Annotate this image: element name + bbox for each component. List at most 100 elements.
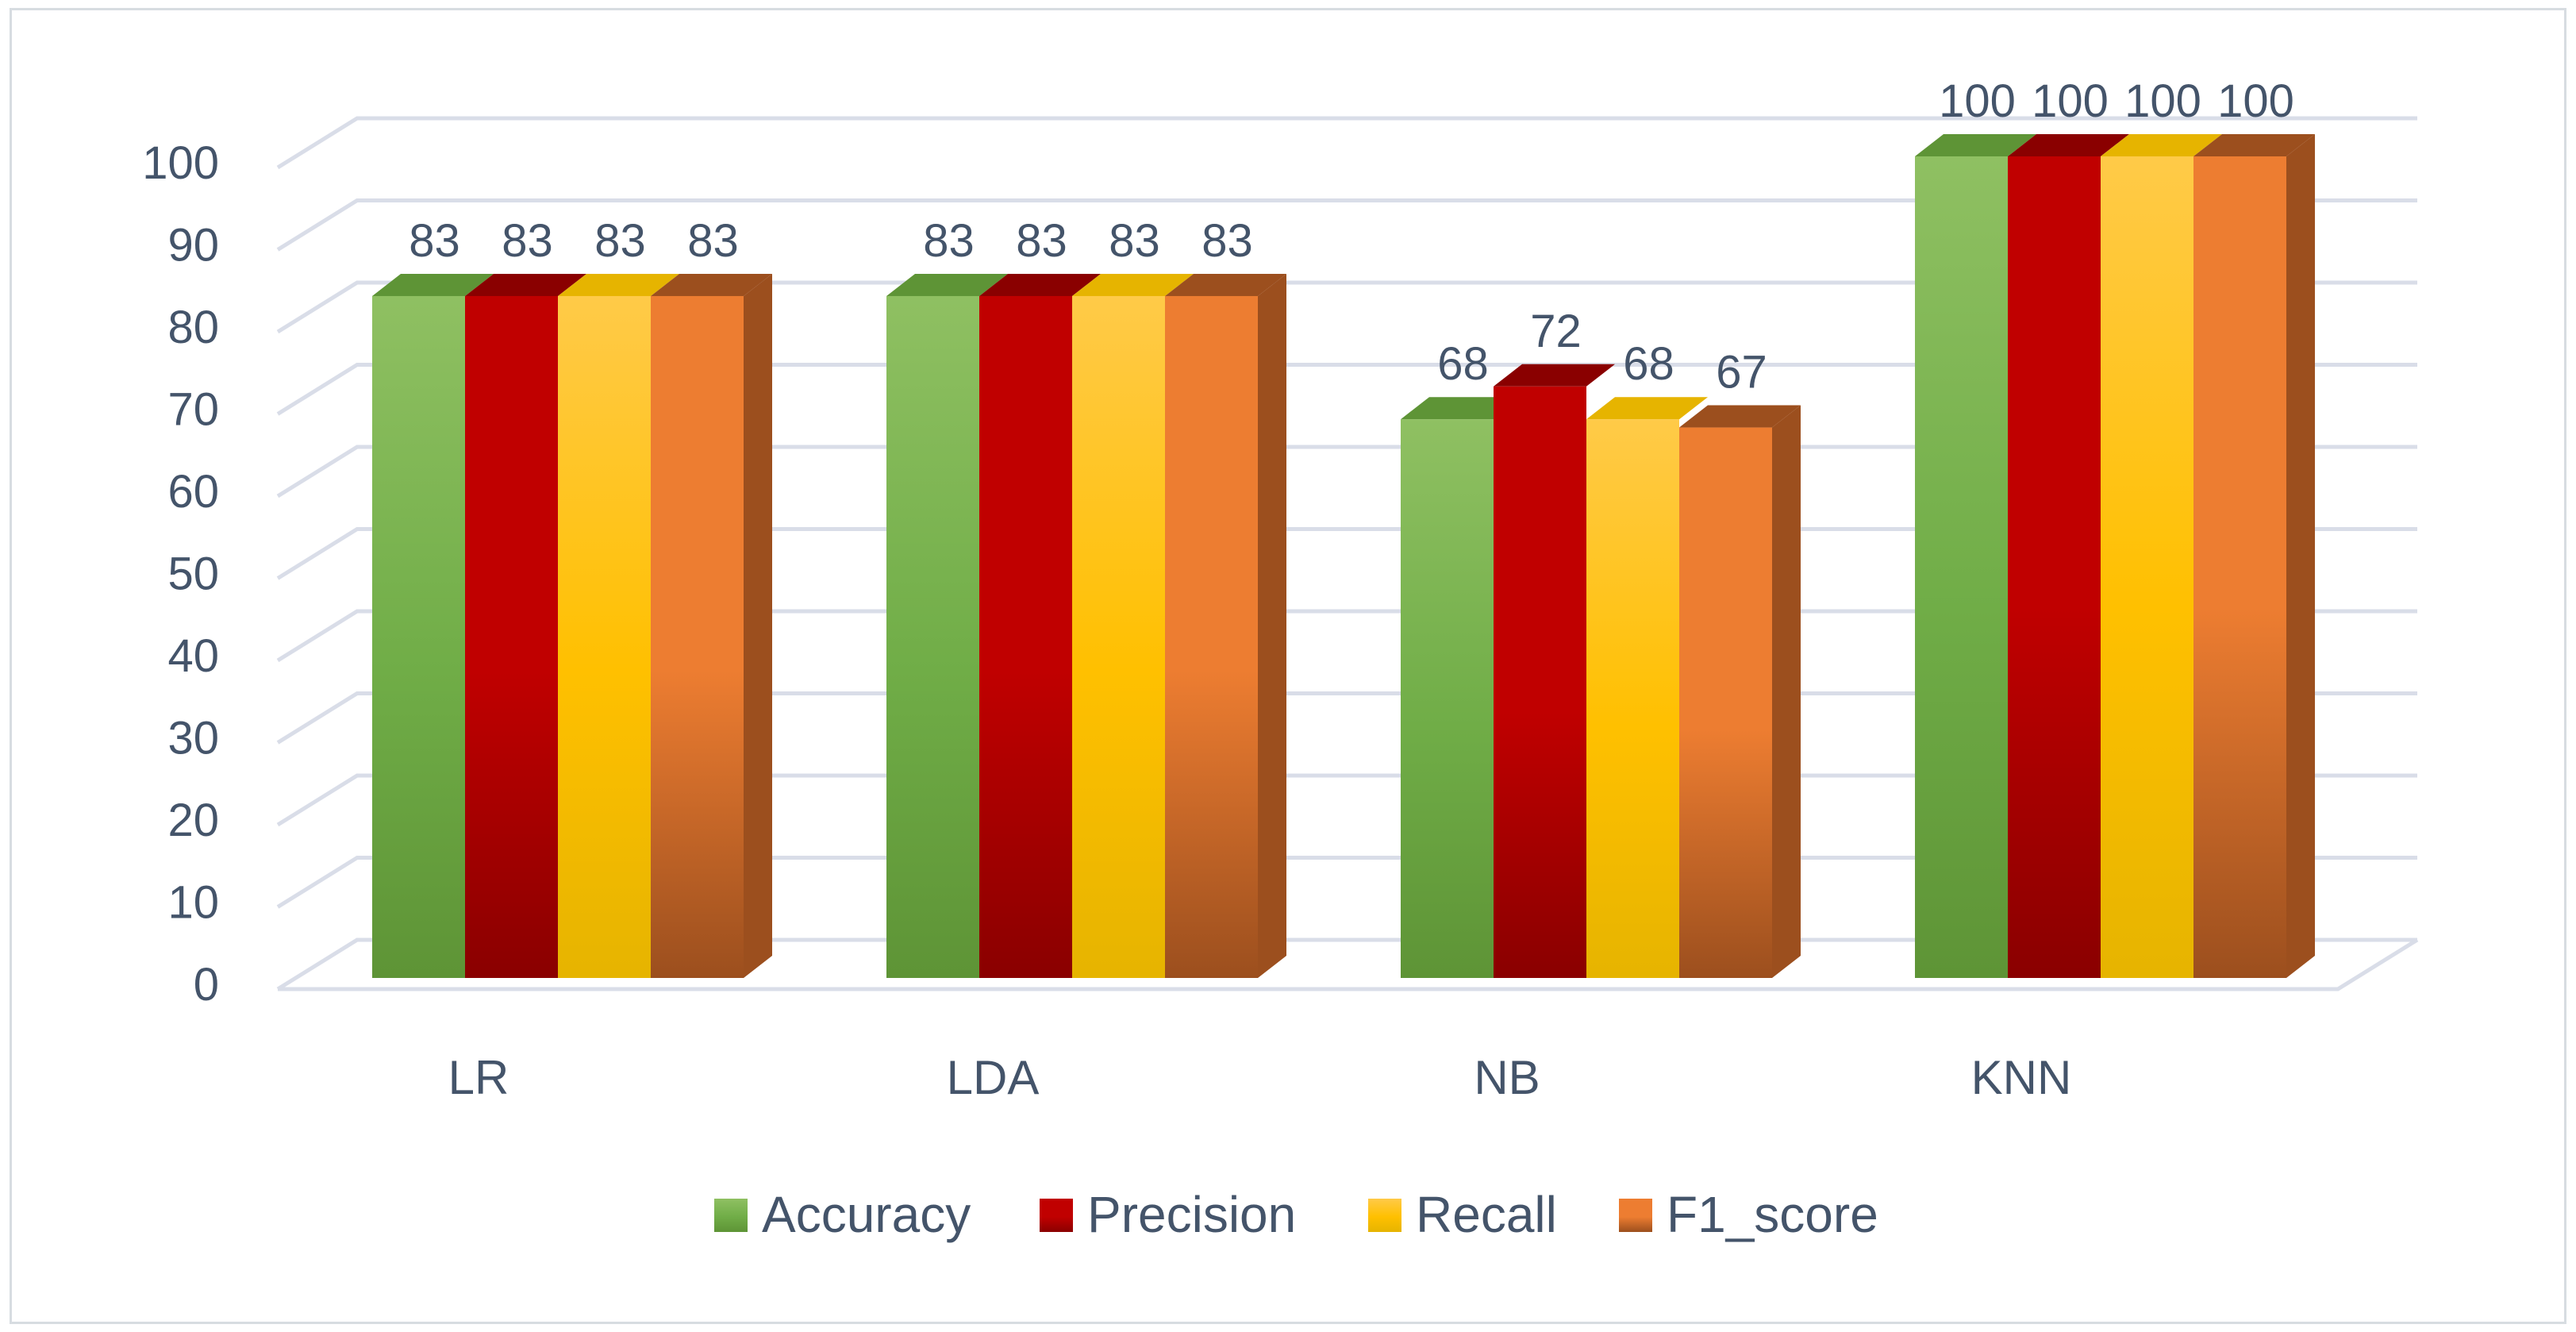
legend-item-recall: Recall <box>1368 1186 1557 1243</box>
data-label: 83 <box>1201 215 1253 267</box>
legend-label: Accuracy <box>762 1186 971 1243</box>
y-tick-label: 20 <box>167 795 219 846</box>
data-label: 83 <box>502 215 553 267</box>
bar-nb-accuracy <box>1401 397 1522 978</box>
bar-side <box>1258 273 1286 978</box>
legend-swatch <box>714 1199 748 1232</box>
data-label: 100 <box>2032 75 2109 127</box>
bar-front <box>886 295 979 978</box>
bar-front <box>1586 419 1679 978</box>
bar-front <box>651 295 744 978</box>
bar-top <box>886 273 1008 296</box>
bar-top <box>1494 364 1615 387</box>
gridline <box>276 116 2417 170</box>
bar-knn-precision <box>2008 134 2129 978</box>
legend-item-f1_score: F1_score <box>1619 1186 1878 1243</box>
bar-top <box>558 273 679 296</box>
x-category-label: KNN <box>1971 1051 2072 1104</box>
y-tick-label: 80 <box>167 302 219 353</box>
data-label: 100 <box>2217 75 2294 127</box>
bar-top <box>1165 273 1286 296</box>
y-tick-label: 70 <box>167 384 219 436</box>
data-label: 83 <box>409 215 460 267</box>
legend-item-precision: Precision <box>1040 1186 1296 1243</box>
legend-label: F1_score <box>1667 1186 1878 1243</box>
data-labels: 83 83 83 83 83 83 83 83 68 72 68 67 100 100 100 100 <box>409 75 2294 398</box>
x-category-label: LDA <box>947 1051 1040 1104</box>
bar-nb-f1_score <box>1679 405 1801 978</box>
legend-swatch <box>1368 1199 1401 1232</box>
bar-front <box>979 295 1072 978</box>
bar-top <box>2193 134 2315 156</box>
bar-top <box>1586 397 1708 420</box>
bar-front <box>1401 419 1494 978</box>
data-label: 68 <box>1623 338 1674 390</box>
y-tick-label: 60 <box>167 466 219 518</box>
y-axis-tick-labels: 0 10 20 30 40 50 60 70 80 90 100 <box>142 137 219 1011</box>
legend-label: Precision <box>1087 1186 1296 1243</box>
bar-nb-recall <box>1586 397 1708 978</box>
bar-side <box>2286 134 2315 978</box>
legend-swatch <box>1619 1199 1652 1232</box>
bar-front <box>1679 427 1772 978</box>
x-category-label: NB <box>1474 1051 1540 1104</box>
y-tick-label: 10 <box>167 877 219 929</box>
floor-edge <box>278 937 2419 991</box>
data-label: 83 <box>594 215 646 267</box>
y-tick-label: 100 <box>142 137 219 189</box>
bar-front <box>1494 386 1586 978</box>
bar-lr-recall <box>558 273 679 978</box>
y-tick-label: 40 <box>167 630 219 682</box>
data-label: 100 <box>1939 75 2016 127</box>
bar-lda-f1_score <box>1165 273 1286 978</box>
data-label: 100 <box>2124 75 2201 127</box>
bar-lr-accuracy <box>372 273 494 978</box>
legend-swatch <box>1040 1199 1073 1232</box>
bar-lda-accuracy <box>886 273 1008 978</box>
bar-front <box>558 295 651 978</box>
bar-front <box>372 295 465 978</box>
bar-top <box>2101 134 2222 156</box>
legend-item-accuracy: Accuracy <box>714 1186 971 1243</box>
bar-nb-precision <box>1494 364 1615 978</box>
bar-top <box>1679 405 1801 428</box>
gridline <box>276 363 2417 416</box>
y-tick-label: 30 <box>167 713 219 764</box>
bar-knn-recall <box>2101 134 2222 978</box>
bar-front <box>1165 295 1258 978</box>
bar-side <box>744 273 772 978</box>
data-label: 72 <box>1530 306 1582 357</box>
bar-lr-precision <box>465 273 586 978</box>
gridline <box>276 198 2417 252</box>
bar-front <box>1915 156 2008 978</box>
legend: Accuracy Precision Recall F1_score <box>714 1186 1878 1243</box>
data-label: 83 <box>923 215 975 267</box>
bar-top <box>372 273 494 296</box>
bars <box>372 134 2315 978</box>
data-label: 83 <box>1109 215 1160 267</box>
bar-top <box>1401 397 1522 420</box>
bar-front <box>1072 295 1165 978</box>
bar-knn-f1_score <box>2193 134 2315 978</box>
bar-knn-accuracy <box>1915 134 2036 978</box>
data-label: 68 <box>1437 338 1489 390</box>
data-label: 83 <box>1016 215 1067 267</box>
bar-front <box>2193 156 2286 978</box>
bar-top <box>1072 273 1194 296</box>
bar-side <box>1772 405 1801 978</box>
bar-front <box>2008 156 2101 978</box>
legend-label: Recall <box>1416 1186 1557 1243</box>
bar-top <box>979 273 1101 296</box>
bar-front <box>2101 156 2193 978</box>
bar-lda-recall <box>1072 273 1194 978</box>
y-tick-label: 50 <box>167 549 219 600</box>
gridline <box>276 280 2417 334</box>
data-label: 83 <box>687 215 739 267</box>
y-tick-label: 0 <box>194 959 219 1011</box>
bar-lr-f1_score <box>651 273 772 978</box>
x-category-label: LR <box>448 1051 509 1104</box>
bar-front <box>465 295 558 978</box>
x-axis-category-labels: LR LDA NB KNN <box>448 1051 2072 1104</box>
y-tick-label: 90 <box>167 220 219 271</box>
